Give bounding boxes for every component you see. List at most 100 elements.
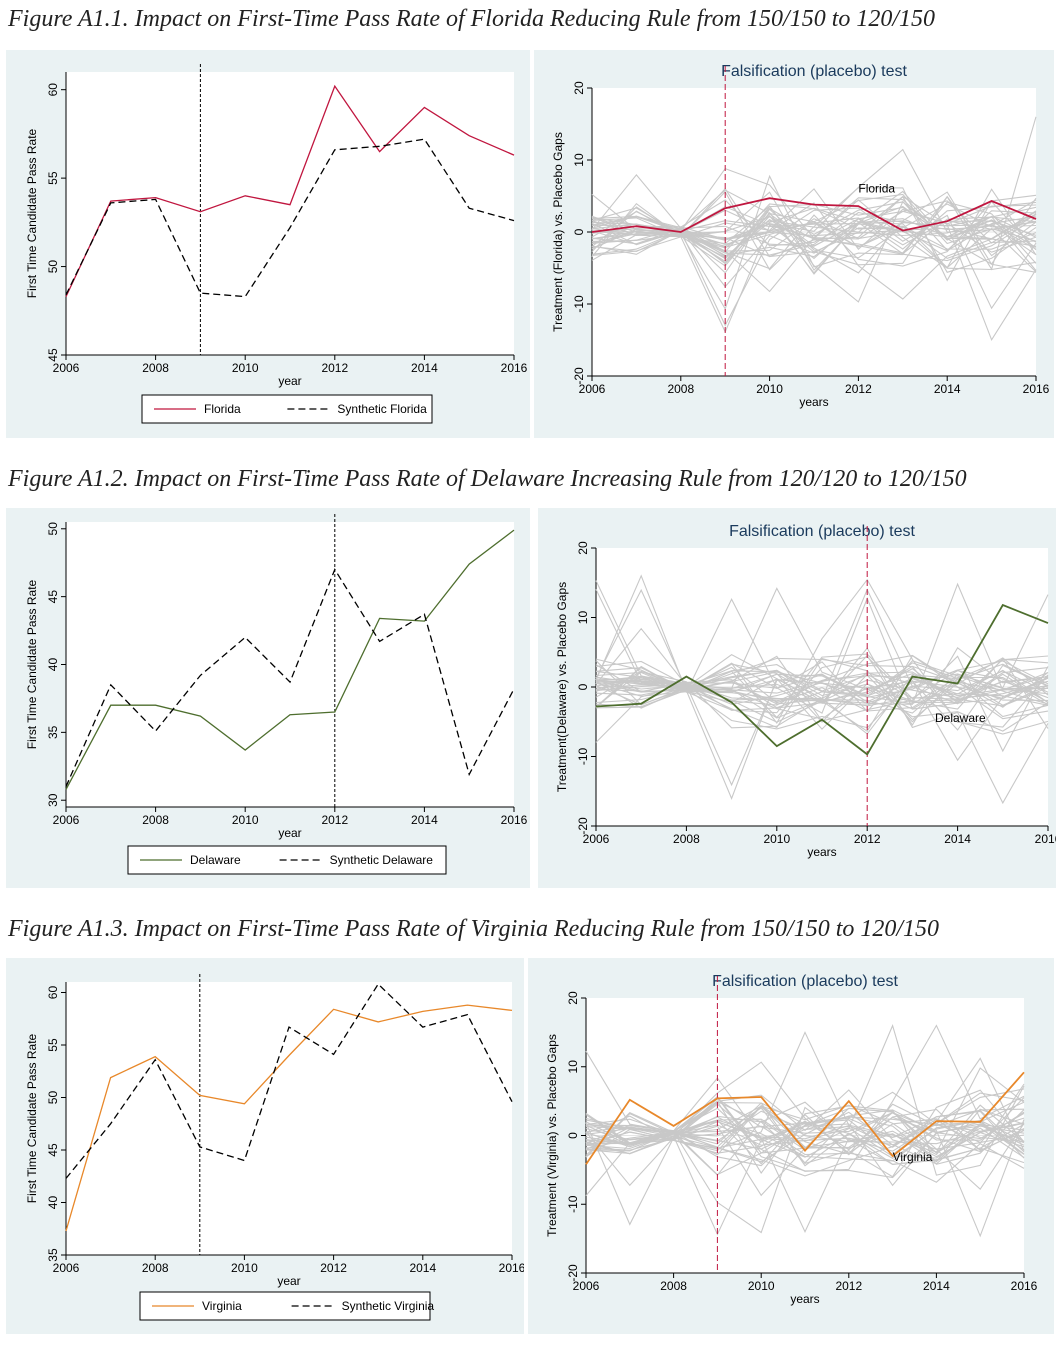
y-axis-label: First Time Candidate Pass Rate [25, 128, 39, 298]
placebo-line [585, 1098, 1025, 1238]
x-tick-label: 2008 [142, 813, 169, 827]
x-tick-label: 2012 [321, 361, 348, 375]
y-tick-label: 45 [46, 348, 60, 362]
x-axis-label: year [278, 826, 301, 840]
x-tick-label: 2008 [673, 832, 700, 846]
x-tick-label: 2006 [583, 832, 610, 846]
x-tick-label: 2010 [748, 1279, 775, 1293]
placebo-chart: 2006 2008 2010 2012 2014 2016 -20 -10 0 10 20 years… [545, 973, 1038, 1306]
series-line [65, 983, 513, 1179]
placebo-line [585, 1118, 1025, 1165]
placebo-line [595, 654, 1049, 732]
x-tick-label: 2008 [667, 382, 694, 396]
y-tick-label: 30 [46, 793, 60, 807]
chart-panel-florida-synthetic: 2006 2008 2010 2012 2014 2016 45 50 55 60 year Firs… [6, 50, 530, 438]
y-tick-label: -20 [566, 1264, 580, 1282]
series-line [65, 568, 515, 787]
treated-line [591, 197, 1037, 233]
y-tick-label: 10 [576, 611, 590, 625]
placebo-line [585, 1121, 1025, 1236]
x-axis-label: years [790, 1292, 819, 1306]
chart-panel-virginia-synthetic: 2006 2008 2010 2012 2014 2016 35 40 45 50 55 60 year… [6, 958, 524, 1334]
chart-panel-florida-placebo: 2006 2008 2010 2012 2014 2016 -20 -10 0 10 20 years… [534, 50, 1054, 438]
x-tick-label: 2010 [756, 382, 783, 396]
x-tick-label: 2006 [573, 1279, 600, 1293]
x-tick-label: 2014 [944, 832, 971, 846]
figure-title: Figure A1.3. Impact on First-Time Pass R… [8, 916, 940, 942]
x-tick-label: 2006 [53, 1261, 80, 1275]
x-tick-label: 2010 [232, 361, 259, 375]
placebo-line [595, 669, 1049, 706]
placebo-line [591, 188, 1037, 288]
y-axis-label: Treatment (Florida) vs. Placebo Gaps [551, 132, 565, 332]
placebo-line [595, 670, 1049, 743]
plot-area [66, 72, 514, 355]
placebo-line [595, 656, 1049, 729]
placebo-line [591, 195, 1037, 273]
placebo-line [595, 578, 1049, 728]
y-tick-label: -20 [572, 367, 586, 385]
x-tick-label: 2012 [321, 813, 348, 827]
placebo-line [591, 202, 1037, 300]
x-tick-label: 2012 [835, 1279, 862, 1293]
y-tick-label: 50 [46, 260, 60, 274]
y-tick-label: 35 [46, 725, 60, 739]
y-tick-label: 20 [576, 541, 590, 555]
placebo-chart: 2006 2008 2010 2012 2014 2016 -20 -10 0 10 20 years… [555, 523, 1056, 859]
figure-title: Figure A1.1. Impact on First-Time Pass R… [8, 6, 936, 32]
legend-label: Florida [204, 402, 241, 416]
y-tick-label: 35 [46, 1248, 60, 1262]
placebo-chart: 2006 2008 2010 2012 2014 2016 -20 -10 0 10 20 years… [551, 63, 1050, 409]
y-tick-label: 50 [46, 1091, 60, 1105]
placebo-line [585, 1083, 1025, 1151]
x-tick-label: 2006 [53, 813, 80, 827]
treated-label: Florida [858, 181, 895, 195]
x-tick-label: 2016 [1035, 832, 1056, 846]
placebo-line [585, 1122, 1025, 1150]
x-tick-label: 2014 [411, 361, 438, 375]
placebo-line [591, 189, 1037, 273]
x-tick-label: 2008 [660, 1279, 687, 1293]
chart-panel-virginia-placebo: 2006 2008 2010 2012 2014 2016 -20 -10 0 10 20 years… [528, 958, 1054, 1334]
x-tick-label: 2012 [854, 832, 881, 846]
placebo-line [591, 199, 1037, 250]
placebo-line [585, 1112, 1025, 1197]
placebo-line [595, 654, 1049, 732]
placebo-line [595, 671, 1049, 699]
legend-label: Synthetic Delaware [330, 853, 434, 867]
series-line [65, 138, 515, 298]
y-tick-label: 40 [46, 658, 60, 672]
x-axis-label: year [278, 374, 301, 388]
line-chart: 2006 2008 2010 2012 2014 2016 35 40 45 50 55 60 year… [25, 974, 524, 1321]
chart-title: Falsification (placebo) test [712, 973, 898, 990]
y-tick-label: 0 [566, 1132, 580, 1139]
y-tick-label: 10 [566, 1060, 580, 1074]
y-tick-label: 20 [572, 81, 586, 95]
placebo-line [595, 588, 1049, 731]
x-tick-label: 2008 [142, 1261, 169, 1275]
legend-label: Synthetic Florida [337, 402, 427, 416]
y-tick-label: 45 [46, 590, 60, 604]
y-tick-label: 60 [46, 83, 60, 97]
y-tick-label: 0 [572, 228, 586, 235]
y-axis-label: First Time Candidate Pass Rate [25, 579, 39, 749]
placebo-line [585, 1024, 1025, 1172]
x-axis-label: years [799, 395, 828, 409]
treated-line [595, 603, 1049, 756]
x-tick-label: 2012 [320, 1261, 347, 1275]
placebo-line [591, 211, 1037, 275]
placebo-line [585, 1110, 1025, 1177]
y-tick-label: 60 [46, 986, 60, 1000]
placebo-line [591, 200, 1037, 270]
chart-panel-delaware-synthetic: 2006 2008 2010 2012 2014 2016 30 35 40 45 50 year Fi… [6, 508, 530, 888]
series-line [65, 84, 515, 297]
plot-area [66, 522, 514, 807]
x-tick-label: 2006 [53, 361, 80, 375]
chart-title: Falsification (placebo) test [729, 523, 915, 540]
x-tick-label: 2012 [845, 382, 872, 396]
y-tick-label: 0 [576, 683, 590, 690]
x-axis-label: years [807, 845, 836, 859]
x-tick-label: 2010 [763, 832, 790, 846]
y-tick-label: -20 [576, 817, 590, 835]
x-tick-label: 2016 [501, 813, 528, 827]
